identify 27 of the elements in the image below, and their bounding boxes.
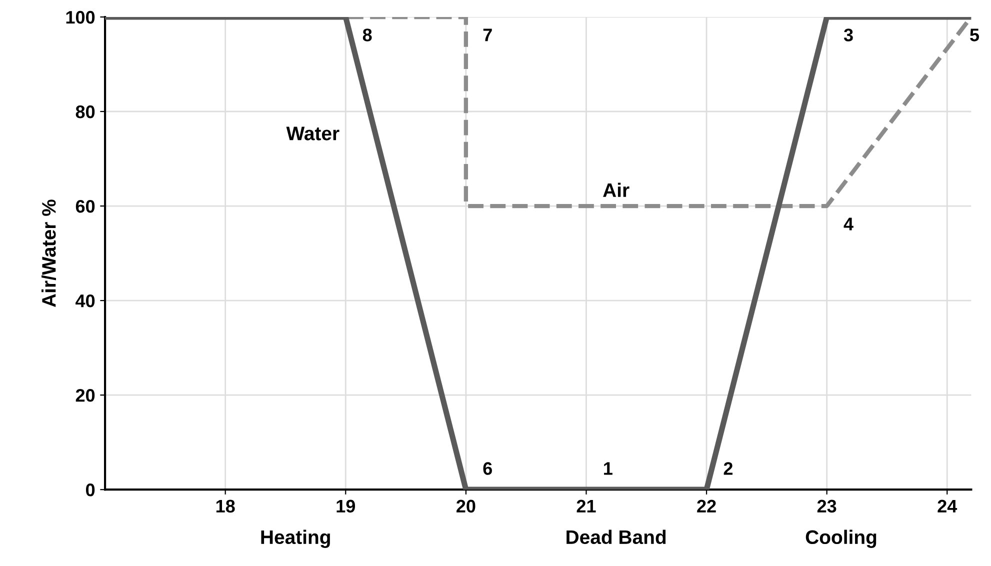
x-tick-label: 19 <box>336 500 356 513</box>
x-tick-label: 23 <box>817 500 836 513</box>
text: Dead Band <box>566 530 666 544</box>
y-tick-label: 40 <box>76 294 95 308</box>
y-tick-label: 60 <box>76 200 95 213</box>
y-tick-label: 80 <box>76 105 95 118</box>
y-tick-label: 0 <box>86 484 95 496</box>
annotation: 1 <box>604 462 612 475</box>
x-tick-label: 18 <box>216 500 235 513</box>
annotation: 4 <box>844 218 854 230</box>
y-tick-label: 20 <box>76 389 95 402</box>
annotation: 3 <box>844 28 853 42</box>
x-tick-label: 20 <box>456 500 476 513</box>
annotation: 2 <box>724 462 733 475</box>
annotation: 5 <box>970 28 980 42</box>
annotation: 7 <box>483 28 492 42</box>
annotation: 8 <box>362 28 372 42</box>
x-tick-label: 21 <box>576 500 596 512</box>
x-tick-label: 22 <box>697 500 716 512</box>
series-label: Water <box>286 126 340 140</box>
y-axis-title: Air/Water % <box>42 200 56 307</box>
x-tick-label: 24 <box>938 500 958 512</box>
series-label: Air <box>603 182 630 197</box>
annotation: 6 <box>483 462 492 475</box>
y-tick-label: 100 <box>66 10 95 24</box>
text: Heating <box>261 530 330 548</box>
text: Cooling <box>806 530 876 548</box>
